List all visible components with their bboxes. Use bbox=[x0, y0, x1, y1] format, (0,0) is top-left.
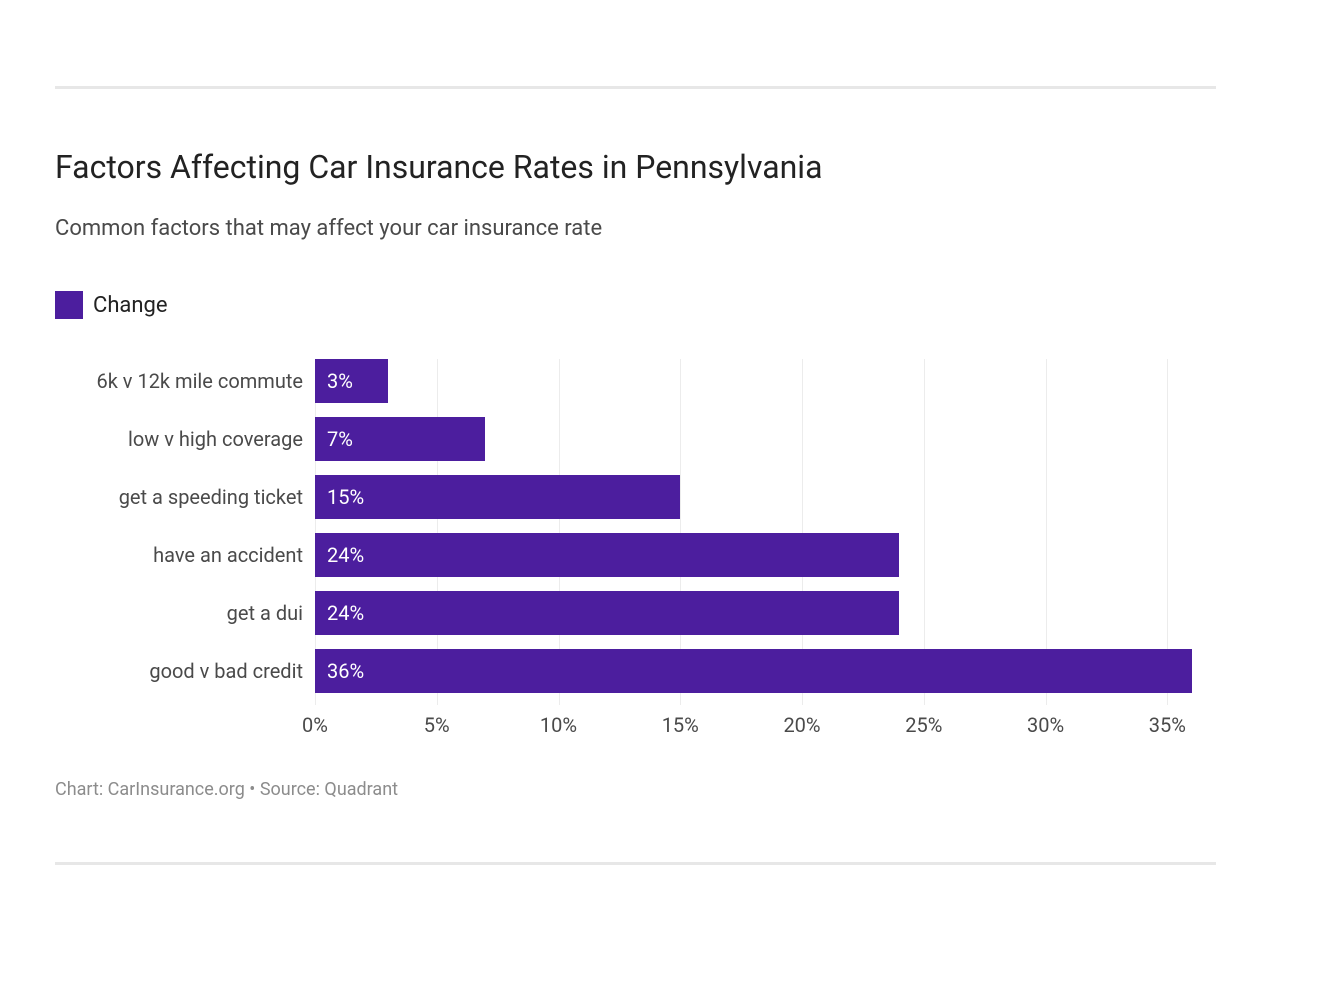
x-tick-label: 25% bbox=[905, 713, 942, 737]
plot-area: 6k v 12k mile commute3% low v high covera… bbox=[315, 359, 1216, 693]
chart-title: Factors Affecting Car Insurance Rates in… bbox=[55, 148, 1216, 186]
x-tick-label: 0% bbox=[302, 713, 328, 737]
y-axis-label: low v high coverage bbox=[128, 427, 303, 451]
legend-label: Change bbox=[93, 293, 168, 318]
bar-value-label: 24% bbox=[327, 601, 364, 625]
bar: 24% bbox=[315, 591, 899, 635]
chart-subtitle: Common factors that may affect your car … bbox=[55, 216, 1216, 241]
bar-row: have an accident24% bbox=[315, 533, 1216, 577]
bar-value-label: 15% bbox=[327, 485, 364, 509]
bar-row: 6k v 12k mile commute3% bbox=[315, 359, 1216, 403]
bar: 7% bbox=[315, 417, 485, 461]
bar: 3% bbox=[315, 359, 388, 403]
bar-row: low v high coverage7% bbox=[315, 417, 1216, 461]
chart-container: Factors Affecting Car Insurance Rates in… bbox=[55, 148, 1216, 800]
x-tick-label: 15% bbox=[662, 713, 699, 737]
x-tick-label: 5% bbox=[424, 713, 450, 737]
bar: 36% bbox=[315, 649, 1192, 693]
bar-row: get a dui24% bbox=[315, 591, 1216, 635]
bar-chart: 6k v 12k mile commute3%low v high covera… bbox=[55, 359, 1216, 743]
bar: 15% bbox=[315, 475, 680, 519]
x-axis: 0%5%10%15%20%25%30%35% bbox=[315, 713, 1216, 743]
y-axis-label: get a speeding ticket bbox=[119, 485, 303, 509]
y-axis-label: have an accident bbox=[153, 543, 303, 567]
x-tick-label: 20% bbox=[783, 713, 820, 737]
x-tick-label: 30% bbox=[1027, 713, 1064, 737]
bar: 24% bbox=[315, 533, 899, 577]
y-axis-label: 6k v 12k mile commute bbox=[96, 369, 303, 393]
bar-row: good v bad credit36% bbox=[315, 649, 1216, 693]
x-tick-label: 35% bbox=[1149, 713, 1186, 737]
legend: Change bbox=[55, 291, 1216, 319]
legend-swatch bbox=[55, 291, 83, 319]
separator-top bbox=[55, 86, 1216, 89]
bar-value-label: 7% bbox=[327, 427, 353, 451]
bar-value-label: 3% bbox=[327, 369, 353, 393]
separator-bottom bbox=[55, 862, 1216, 865]
chart-attribution: Chart: CarInsurance.org • Source: Quadra… bbox=[55, 779, 1216, 800]
y-axis-label: good v bad credit bbox=[149, 659, 303, 683]
bar-value-label: 36% bbox=[327, 659, 364, 683]
y-axis-label: get a dui bbox=[227, 601, 303, 625]
bar-value-label: 24% bbox=[327, 543, 364, 567]
bar-row: get a speeding ticket15% bbox=[315, 475, 1216, 519]
x-tick-label: 10% bbox=[540, 713, 577, 737]
